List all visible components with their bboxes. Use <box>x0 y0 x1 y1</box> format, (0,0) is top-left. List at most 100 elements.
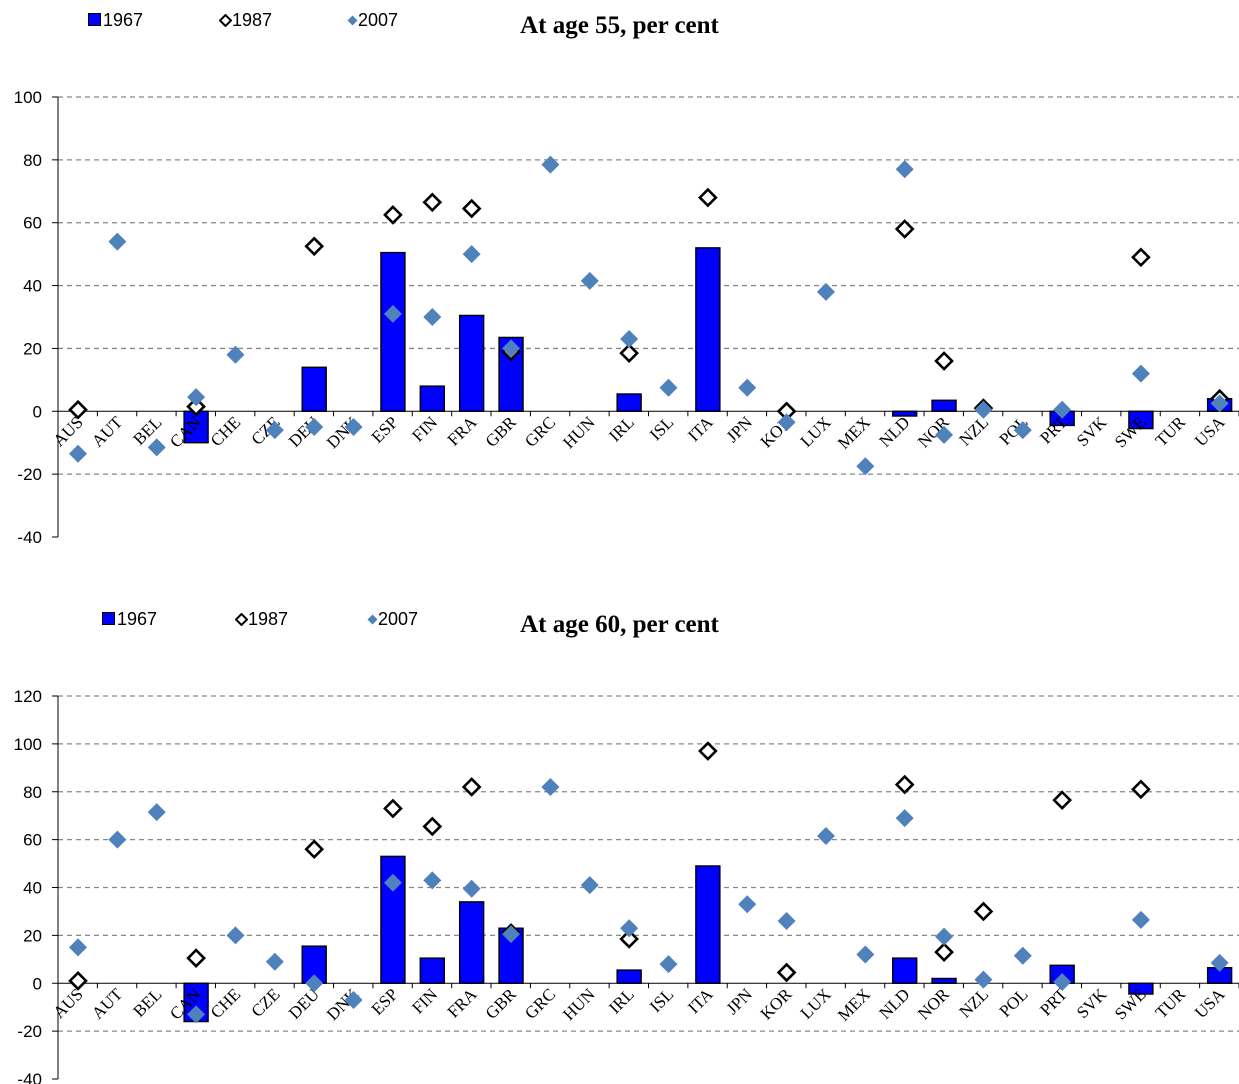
x-tick-label: SVK <box>1073 412 1111 450</box>
y-tick-label: 40 <box>23 277 42 296</box>
point-2007-LUX <box>816 827 835 846</box>
x-tick-label: NZL <box>955 413 992 450</box>
bar-1967-IRL <box>616 393 642 412</box>
point-1987-NLD <box>894 774 915 795</box>
legend-label: 2007 <box>358 10 399 30</box>
x-tick-label: TUR <box>1152 412 1190 450</box>
bar-1967-ITA <box>695 247 721 412</box>
point-2007-GRC <box>541 155 560 174</box>
point-2007-USA <box>1210 953 1229 972</box>
point-2007-DNK <box>344 991 363 1010</box>
point-2007-BEL <box>147 438 166 457</box>
bar-1967-ITA <box>695 865 721 984</box>
point-2007-MEX <box>856 945 875 964</box>
bar-1967-IRL <box>616 969 642 984</box>
legend-label: 1967 <box>117 609 158 629</box>
point-2007-CZE <box>265 952 284 971</box>
filled-diamond-icon <box>367 614 378 625</box>
point-2007-POL <box>1013 946 1032 965</box>
x-tick-label: CZE <box>248 985 284 1021</box>
legend-item-1967: 1967 <box>102 609 157 630</box>
bar-1967-DEU <box>301 366 327 412</box>
point-2007-FIN <box>423 871 442 890</box>
x-tick-label: USA <box>1191 984 1229 1022</box>
point-1987-ESP <box>383 205 403 225</box>
point-2007-PRT <box>1053 400 1072 419</box>
legend-item-2007: 2007 <box>367 609 418 630</box>
point-2007-KOR <box>777 413 796 432</box>
point-2007-AUS <box>69 444 87 463</box>
filled-diamond-icon <box>347 15 358 26</box>
bar-1967-FRA <box>458 314 485 412</box>
x-tick-label: GBR <box>482 412 521 451</box>
point-2007-NOR <box>935 927 954 946</box>
legend-bar-swatch <box>88 13 101 26</box>
point-2007-FRA <box>462 245 481 264</box>
y-tick-label: 20 <box>23 339 42 358</box>
point-2007-LUX <box>816 282 835 301</box>
y-tick-label: 20 <box>23 926 42 945</box>
point-2007-CHE <box>226 345 245 364</box>
bar-1967-ESP <box>380 251 406 412</box>
point-1987-KOR <box>776 962 797 983</box>
y-tick-label: 0 <box>33 974 42 993</box>
x-tick-label: IRL <box>605 985 638 1018</box>
point-2007-IRL <box>620 330 639 348</box>
point-2007-JPN <box>738 378 757 397</box>
x-tick-label: NZL <box>955 985 992 1022</box>
x-tick-label: AUT <box>88 412 127 451</box>
open-diamond-icon <box>234 612 249 627</box>
x-tick-label: HUN <box>559 985 598 1024</box>
bar-1967-FIN <box>419 957 445 984</box>
x-tick-label: USA <box>1191 412 1229 450</box>
legend-label: 2007 <box>378 609 419 629</box>
point-2007-CZE <box>265 421 284 440</box>
y-tick-label: 100 <box>14 88 42 107</box>
x-tick-label: FIN <box>408 985 441 1018</box>
x-tick-label: ISL <box>646 985 677 1016</box>
x-tick-label: CHE <box>207 413 244 450</box>
y-tick-label: 120 <box>14 687 42 706</box>
point-2007-USA <box>1210 394 1229 413</box>
legend-item-1967: 1967 <box>88 10 143 31</box>
point-2007-JPN <box>738 895 757 914</box>
point-2007-ISL <box>659 955 678 974</box>
point-2007-AUT <box>108 232 127 251</box>
x-tick-label: TUR <box>1152 984 1190 1022</box>
point-2007-KOR <box>777 912 796 931</box>
x-tick-label: AUT <box>88 984 127 1023</box>
x-tick-label: CHE <box>207 985 244 1022</box>
x-tick-label: JPN <box>723 985 756 1018</box>
bar-1967-NOR <box>931 977 957 984</box>
y-tick-label: 80 <box>23 783 42 802</box>
legend-item-2007: 2007 <box>347 10 398 31</box>
y-tick-label: -20 <box>17 465 42 484</box>
y-tick-label: -20 <box>17 1022 42 1041</box>
x-tick-label: IRL <box>605 413 638 446</box>
legend-item-1987: 1987 <box>234 609 288 630</box>
y-tick-label: 60 <box>23 214 42 233</box>
open-diamond-icon <box>218 13 233 28</box>
point-1987-NZL <box>973 901 994 922</box>
point-2007-DEU <box>305 418 324 436</box>
bar-1967-FRA <box>458 901 485 984</box>
point-2007-DEU <box>305 974 324 993</box>
chart-title: At age 55, per cent <box>520 12 719 39</box>
y-tick-label: 0 <box>33 402 42 421</box>
bar-1967-NLD <box>892 957 918 984</box>
x-tick-label: POL <box>995 985 1031 1021</box>
point-1987-AUS <box>68 971 88 991</box>
point-1987-FRA <box>461 198 482 219</box>
point-2007-CHE <box>226 926 245 945</box>
point-2007-NZL <box>974 400 993 419</box>
legend-label: 1987 <box>232 10 273 30</box>
point-1987-ITA <box>698 741 718 761</box>
x-tick-label: DEU <box>285 985 323 1023</box>
point-1987-CAN <box>186 948 206 968</box>
x-tick-label: NLD <box>875 985 913 1023</box>
legend-item-1987: 1987 <box>218 10 273 31</box>
x-tick-label: ESP <box>368 985 402 1019</box>
point-2007-SWE <box>1131 364 1150 383</box>
x-tick-label: AUS <box>49 413 86 450</box>
